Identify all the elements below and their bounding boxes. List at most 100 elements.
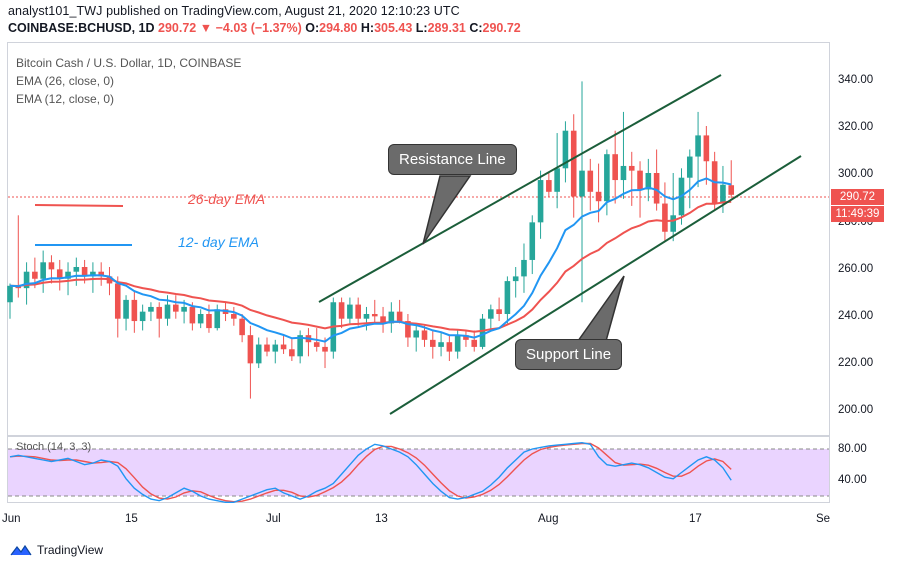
- change-value: −4.03 (−1.37%): [215, 21, 302, 35]
- candle-body: [653, 173, 660, 204]
- stoch-pane-frame: [7, 436, 830, 503]
- low-label: L:: [415, 21, 428, 35]
- ema12-label: 12- day EMA: [178, 234, 259, 250]
- stoch-tick-80: 80.00: [838, 443, 867, 455]
- candle-body: [587, 170, 594, 192]
- candle-body: [148, 306, 154, 312]
- candle-body: [529, 222, 536, 260]
- last-price: 290.72: [158, 21, 197, 35]
- candle-body: [720, 184, 726, 204]
- main-pane-frame: [7, 42, 830, 436]
- candle-body: [264, 344, 270, 352]
- tradingview-footer[interactable]: TradingView: [10, 543, 103, 557]
- candle-body: [197, 314, 204, 324]
- candle-body: [164, 304, 171, 319]
- down-arrow-icon: ▼: [199, 21, 213, 35]
- candle-body: [504, 281, 511, 314]
- open-label: O:: [305, 21, 320, 35]
- candle-body: [189, 306, 196, 324]
- candle-body: [139, 311, 146, 322]
- close-label: C:: [469, 21, 483, 35]
- x-tick-17: 17: [689, 513, 702, 525]
- candle-body: [421, 330, 428, 340]
- candles-group: [7, 81, 735, 399]
- candle-body: [247, 335, 254, 364]
- candle-body: [56, 269, 63, 279]
- candle-body: [23, 271, 30, 289]
- candle-body: [214, 309, 221, 329]
- ema-group: [9, 177, 732, 343]
- candle-body: [355, 304, 361, 319]
- candle-body: [380, 316, 386, 324]
- candle-body: [297, 335, 303, 357]
- candle-body: [537, 180, 544, 223]
- x-tick-jun: Jun: [2, 513, 21, 525]
- tradingview-logo-icon: [10, 544, 32, 556]
- tradingview-brand: TradingView: [37, 543, 104, 557]
- candle-body: [463, 335, 469, 340]
- candle-body: [81, 267, 88, 277]
- candle-body: [363, 314, 370, 319]
- stoch-band: [8, 449, 829, 496]
- publisher-line: analyst101_TWJ published on TradingView.…: [8, 4, 460, 18]
- candle-body: [272, 344, 279, 352]
- quote-line: COINBASE:BCHUSD, 1D 290.72 ▼ −4.03 (−1.3…: [8, 21, 521, 35]
- candle-body: [595, 191, 602, 202]
- y-tick-200: 200.00: [838, 404, 874, 416]
- symbol-label: COINBASE:BCHUSD, 1D: [8, 21, 155, 35]
- high-value: 305.43: [374, 21, 413, 35]
- resistance-callout: Resistance Line: [388, 144, 517, 175]
- candle-body: [114, 283, 121, 319]
- ema26-legend: EMA (26, close, 0): [16, 74, 115, 88]
- candle-body: [48, 262, 55, 270]
- candle-body: [173, 304, 179, 312]
- candle-body: [570, 130, 577, 197]
- candle-body: [405, 321, 411, 338]
- candle-body: [338, 302, 345, 319]
- candle-body: [620, 165, 627, 181]
- candle-body: [231, 314, 237, 319]
- candle-body: [371, 314, 378, 317]
- candle-body: [512, 276, 519, 282]
- candle-body: [554, 168, 560, 192]
- support-channel-line: [389, 155, 802, 415]
- candle-body: [7, 285, 13, 303]
- x-tick-jul: Jul: [266, 513, 281, 525]
- candle-body: [695, 135, 701, 157]
- resistance-callout-tail: [422, 175, 472, 245]
- ema12-legend: EMA (12, close, 0): [16, 92, 115, 106]
- support-callout-tail: [576, 275, 625, 342]
- candle-body: [322, 346, 328, 352]
- candle-body: [206, 314, 212, 329]
- y-tick-300: 300.00: [838, 168, 874, 180]
- candle-body: [429, 339, 436, 347]
- candle-body: [255, 344, 262, 364]
- candle-body: [73, 267, 80, 272]
- candle-body: [388, 311, 395, 324]
- candle-body: [521, 259, 527, 277]
- candle-body: [98, 271, 104, 277]
- candle-body: [32, 271, 38, 279]
- candle-body: [289, 349, 295, 357]
- candle-body: [396, 311, 403, 322]
- candle-body: [546, 180, 552, 192]
- candle-body: [156, 306, 163, 319]
- y-tick-260: 260.00: [838, 263, 874, 275]
- candle-body: [131, 299, 138, 322]
- x-tick-se: Se: [816, 513, 831, 525]
- candle-body: [628, 165, 635, 171]
- candle-body: [181, 306, 187, 312]
- y-tick-340: 340.00: [838, 74, 874, 86]
- stoch-tick-40: 40.00: [838, 474, 867, 486]
- candle-body: [280, 344, 287, 350]
- stoch-group: [9, 441, 732, 503]
- candle-body: [65, 271, 71, 279]
- resistance-channel-line: [318, 74, 722, 303]
- candle-body: [488, 309, 494, 319]
- candle-body: [686, 156, 693, 178]
- candle-body: [728, 185, 735, 195]
- candle-body: [438, 342, 444, 347]
- candle-body: [446, 342, 453, 352]
